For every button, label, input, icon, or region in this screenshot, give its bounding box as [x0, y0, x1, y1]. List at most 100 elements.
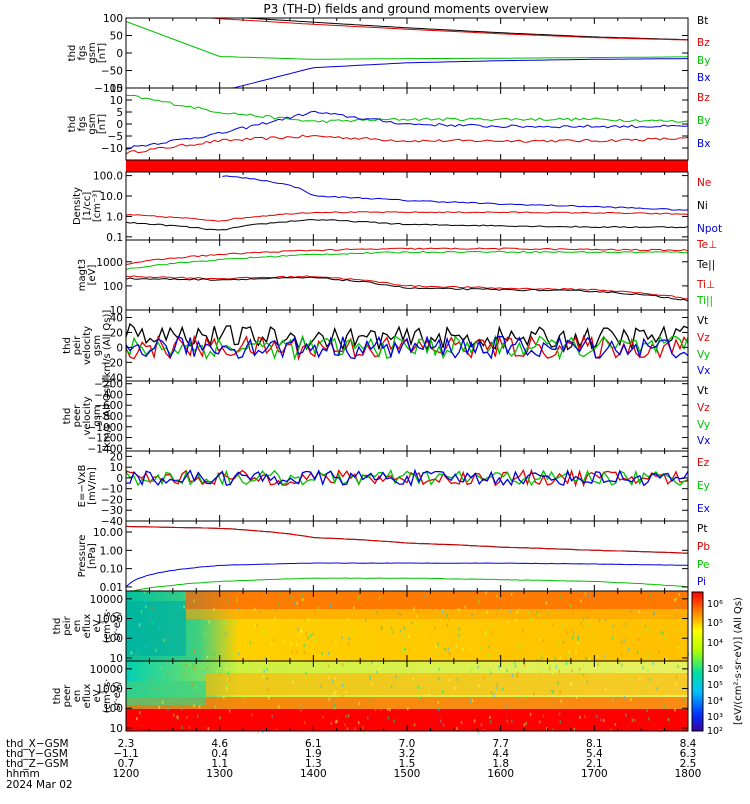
spectrogram-pixel — [438, 677, 440, 681]
spectrogram-pixel — [249, 661, 251, 665]
spectrogram-pixel — [456, 727, 458, 730]
spectrogram-pixel — [254, 624, 256, 628]
spectrogram-pixel — [514, 618, 517, 622]
spectrogram-pixel — [424, 594, 427, 597]
spectrogram-pixel — [275, 728, 278, 732]
spectrogram-pixel — [437, 701, 439, 704]
series-line-Ti|| — [125, 250, 688, 271]
spectrogram-pixel — [560, 595, 562, 599]
spectrogram-pixel — [470, 669, 472, 673]
spectrogram-pixel — [225, 667, 228, 671]
spectrogram-pixel — [577, 637, 579, 641]
colorbar-tick-label: 10³ — [707, 712, 723, 723]
spectrogram-pixel — [390, 685, 393, 689]
spectrogram-pixel — [505, 704, 507, 708]
y-tick-label: −5 — [108, 131, 123, 143]
spectrogram-pixel — [489, 623, 491, 627]
spectrogram-pixel — [313, 619, 315, 622]
panel-peir_flux: 10000 1000 100 10 thd peir en eflux eV (cm²·s· sr·… — [52, 590, 689, 665]
spectrogram-pixel — [489, 720, 492, 724]
spectrogram-pixel — [254, 607, 256, 611]
spectrogram-pixel — [584, 714, 586, 718]
y-tick-label: 10 — [110, 462, 123, 474]
spectrogram-pixel — [565, 661, 568, 665]
y-axis-label: [eV] — [87, 265, 98, 286]
colorbar-tick-label: 10⁵ — [707, 680, 723, 691]
spectrogram-pixel — [251, 713, 253, 717]
y-tick-label: 50 — [110, 31, 123, 43]
y-tick-label: 100 — [103, 633, 123, 645]
spectrogram-pixel — [497, 607, 499, 611]
spectrogram-pixel — [322, 715, 324, 719]
legend-entry: Vx — [697, 435, 710, 447]
spectrogram-pixel — [523, 723, 526, 727]
spectrogram-pixel — [313, 638, 315, 642]
spectrogram-pixel — [334, 690, 337, 694]
y-tick-label: −40 — [101, 516, 123, 528]
x-tick-label: 0.7 — [118, 758, 135, 770]
spectrogram-pixel — [630, 677, 632, 681]
spectrogram-pixel — [188, 662, 191, 666]
spectrogram-pixel — [498, 652, 500, 656]
spectrogram-pixel — [184, 649, 187, 653]
spectrogram-pixel — [374, 708, 377, 712]
y-tick-label: 10 — [110, 95, 123, 107]
spectrogram-pixel — [203, 658, 206, 662]
spectrogram-pixel — [395, 675, 397, 679]
spectrogram-pixel — [507, 620, 509, 624]
colorbar-tick-label: 10² — [707, 726, 723, 737]
spectrogram-pixel — [381, 625, 383, 629]
series-line-Ni — [125, 218, 689, 231]
spectrogram-pixel — [399, 629, 402, 633]
spectrogram-pixel — [552, 623, 554, 627]
spectrogram-pixel — [441, 690, 444, 694]
spectrogram-pixel — [341, 683, 344, 687]
spectrogram-pixel — [346, 727, 349, 731]
x-row-label: hhmm — [6, 768, 40, 780]
spectrogram-pixel — [603, 654, 605, 658]
spectrogram-pixel — [223, 644, 226, 648]
spectrogram-pixel — [529, 712, 532, 716]
spectrogram-pixel — [525, 695, 528, 699]
y-axis-label: sr·eV) — [112, 611, 123, 640]
spectrogram-pixel — [525, 721, 527, 725]
spectrogram-pixel — [307, 617, 310, 621]
spectrogram-band — [126, 709, 688, 731]
spectrogram-pixel — [603, 718, 605, 722]
y-axis-label: thd — [52, 688, 63, 705]
spectrogram-pixel — [296, 642, 298, 646]
spectrogram-pixel — [422, 606, 424, 610]
spectrogram-pixel — [489, 715, 491, 719]
x-tick-label: 1300 — [206, 768, 233, 780]
spectrogram-pixel — [387, 707, 389, 711]
y-axis-label: eV — [92, 689, 103, 702]
legend-entry: By — [697, 115, 710, 127]
panel-frame — [125, 450, 689, 522]
spectrogram-pixel — [539, 720, 541, 724]
legend-entry: Vt — [697, 385, 708, 397]
spectrogram-pixel — [371, 661, 373, 664]
y-axis-label: fgs — [77, 45, 88, 60]
spectrogram-pixel — [140, 610, 143, 613]
spectrogram-pixel — [464, 605, 467, 609]
spectrogram-pixel — [293, 601, 296, 605]
spectrogram-pixel — [435, 645, 437, 649]
spectrogram-pixel — [403, 634, 405, 638]
spectrogram-pixel — [157, 646, 159, 650]
spectrogram-pixel — [454, 698, 457, 702]
x-date-label: 2024 Mar 02 — [6, 779, 73, 791]
x-tick-label: 1800 — [675, 768, 702, 780]
spectrogram-pixel — [490, 691, 493, 695]
y-axis-label: peir — [72, 335, 83, 355]
spectrogram-pixel — [444, 647, 446, 651]
y-axis-label: fgs — [77, 116, 88, 131]
spectrogram-pixel — [192, 663, 194, 667]
y-tick-label: −600 — [94, 400, 123, 412]
spectrogram-pixel — [533, 692, 535, 696]
spectrogram-pixel — [365, 618, 367, 622]
spectrogram-pixel — [459, 637, 461, 641]
spectrogram-pixel — [183, 671, 185, 675]
spectrogram-pixel — [573, 727, 576, 731]
